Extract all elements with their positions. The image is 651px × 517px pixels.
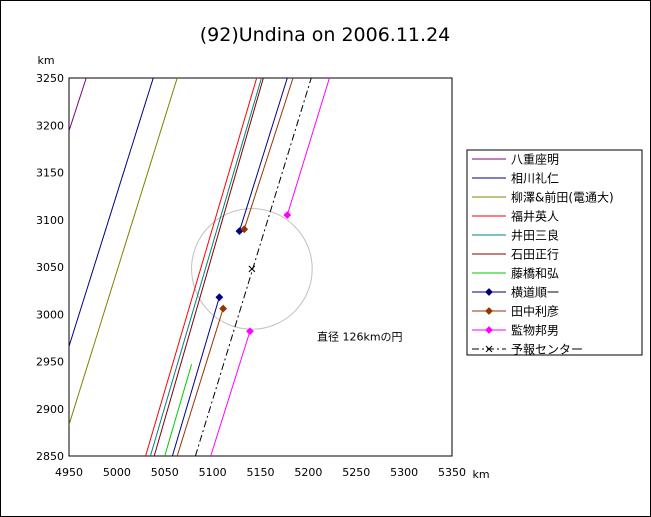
series-1 xyxy=(69,78,87,132)
legend-marker-10 xyxy=(485,326,493,334)
series-9-line-1 xyxy=(176,308,224,456)
legend-item-1: 八重座明 xyxy=(472,152,559,167)
y-tick-label-3000: 3000 xyxy=(36,308,64,321)
legend-marker-9 xyxy=(485,307,493,315)
series-6 xyxy=(153,78,264,456)
legend-label-8: 横道順一 xyxy=(511,286,559,300)
series-8-line-1 xyxy=(171,297,220,456)
legend-label-1: 八重座明 xyxy=(511,152,559,167)
x-tick-label-5300: 5300 xyxy=(390,466,418,479)
series-9-marker-1 xyxy=(219,304,228,313)
y-tick-labels: 2850 2900 2950 3000 3050 3100 3150 3200 3250 xyxy=(36,72,64,463)
series-9-line-2 xyxy=(243,78,294,230)
series-4-line-1 xyxy=(145,78,258,456)
chart-title: (92)Undina on 2006.11.24 xyxy=(200,24,451,46)
series-3-line-1 xyxy=(69,78,178,425)
y-axis-unit: km xyxy=(37,54,54,67)
y-tick-label-3100: 3100 xyxy=(36,214,64,227)
legend-item-7: 藤橋和弘 xyxy=(472,267,559,281)
x-tick-labels: 4950 5000 5050 5100 5150 5200 5250 5300 5350 xyxy=(55,466,466,479)
x-tick-label-5200: 5200 xyxy=(294,466,322,479)
series-marks xyxy=(69,78,330,456)
legend-label-4: 福井英人 xyxy=(511,209,559,224)
x-axis-unit: km xyxy=(472,468,489,481)
series-2 xyxy=(69,78,154,347)
series-8-line-2 xyxy=(238,78,288,232)
series-10-marker-2 xyxy=(283,211,292,219)
annotation-layer: 直径 126kmの円 xyxy=(317,330,403,344)
x-tick-label-4950: 4950 xyxy=(55,466,83,479)
legend-label-2: 相川礼仁 xyxy=(511,171,559,186)
series-2-line-1 xyxy=(69,78,154,347)
series-11-marker-1 xyxy=(248,265,256,273)
series-9-marker-2 xyxy=(240,225,249,234)
legend-marker-11 xyxy=(485,345,493,353)
series-1-line-1 xyxy=(69,78,87,132)
x-tick-label-5100: 5100 xyxy=(199,466,227,479)
x-tick-label-5050: 5050 xyxy=(151,466,179,479)
legend-label-3: 柳澤&前田(電通大) xyxy=(511,190,614,205)
x-tick-label-5250: 5250 xyxy=(342,466,370,479)
legend-label-5: 井田三良 xyxy=(511,228,559,243)
legend-item-6: 石田正行 xyxy=(472,248,559,262)
series-4 xyxy=(145,78,258,456)
series-6-line-1 xyxy=(153,78,264,456)
series-8-marker-1 xyxy=(215,293,224,302)
legend-item-3: 柳澤&前田(電通大) xyxy=(472,190,614,205)
series-8 xyxy=(171,78,288,456)
x-tick-label-5150: 5150 xyxy=(247,466,275,479)
y-tick-label-3050: 3050 xyxy=(36,261,64,274)
series-10-line-2 xyxy=(286,78,330,216)
series-3 xyxy=(69,78,178,425)
series-layer xyxy=(69,78,330,456)
legend-label-10: 監物邦男 xyxy=(511,323,559,338)
plot-area xyxy=(68,77,453,457)
legend-box xyxy=(466,149,643,356)
legend-item-10: 監物邦男 xyxy=(472,323,559,338)
legend-label-11: 予報センター xyxy=(511,343,583,357)
y-tick-label-3200: 3200 xyxy=(36,119,64,132)
legend-item-9: 田中利彦 xyxy=(472,304,559,319)
series-10-marker-1 xyxy=(246,327,254,336)
legend-item-2: 相川礼仁 xyxy=(472,171,559,186)
series-10-line-1 xyxy=(210,331,251,456)
legend-item-11: 予報センター xyxy=(472,343,583,357)
legend-item-4: 福井英人 xyxy=(472,209,559,224)
legend-label-7: 藤橋和弘 xyxy=(511,267,559,281)
annotation-1: 直径 126kmの円 xyxy=(317,330,403,344)
series-7-line-1 xyxy=(164,364,193,456)
series-5 xyxy=(149,78,262,456)
y-tick-label-2950: 2950 xyxy=(36,356,64,369)
series-7 xyxy=(164,364,193,456)
y-tick-label-2900: 2900 xyxy=(36,403,64,416)
series-5-line-1 xyxy=(149,78,262,456)
legend-marker-8 xyxy=(485,288,493,296)
series-9 xyxy=(176,78,294,456)
diameter-circle xyxy=(191,208,313,330)
y-tick-label-2850: 2850 xyxy=(36,450,64,463)
legend-item-8: 横道順一 xyxy=(472,286,559,300)
y-tick-label-3150: 3150 xyxy=(36,167,64,180)
x-tick-label-5000: 5000 xyxy=(103,466,131,479)
x-tick-label-5350: 5350 xyxy=(438,466,466,479)
legend-label-6: 石田正行 xyxy=(511,248,559,262)
series-10 xyxy=(210,78,330,456)
legend-label-9: 田中利彦 xyxy=(511,304,559,319)
legend-item-5: 井田三良 xyxy=(472,228,559,243)
y-tick-label-3250: 3250 xyxy=(36,72,64,85)
series-11 xyxy=(194,78,312,456)
